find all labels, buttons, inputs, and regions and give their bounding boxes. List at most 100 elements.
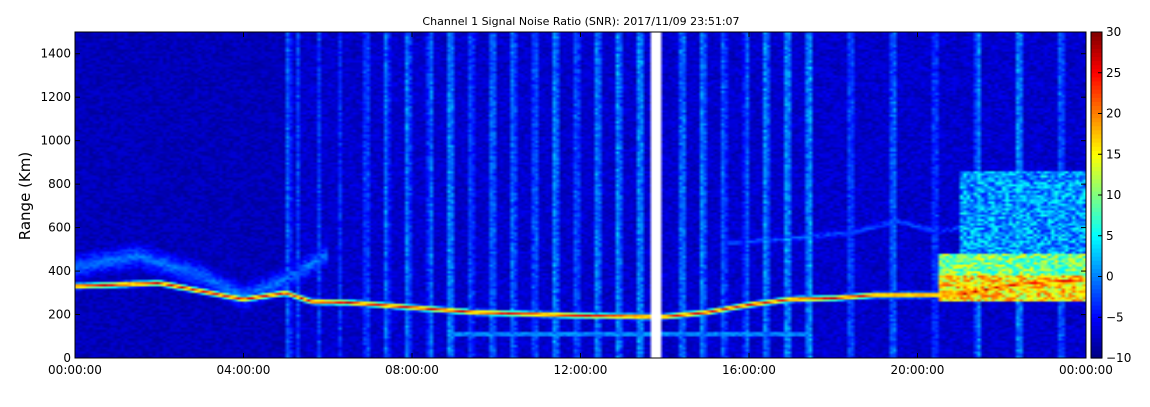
colorbar-segment (1091, 329, 1102, 335)
colorbar-segment (1091, 309, 1102, 314)
y-axis-label: Range (Km) (16, 152, 34, 240)
colorbar-segment (1091, 117, 1102, 123)
heatmap-plot (74, 31, 1087, 359)
colorbar-segment (1091, 215, 1102, 221)
colorbar-segment (1091, 268, 1102, 274)
colorbar-segment (1091, 252, 1102, 257)
colorbar-segment (1091, 292, 1102, 298)
colorbar-segment (1091, 305, 1102, 310)
colorbar-segment (1091, 353, 1102, 359)
x-tick-label: 08:00:00 (385, 363, 439, 377)
y-tick-label: 600 (48, 221, 71, 235)
colorbar-segment (1091, 101, 1102, 106)
colorbar-segment (1091, 260, 1102, 265)
colorbar-segment (1091, 60, 1102, 66)
colorbar-segment (1091, 52, 1102, 58)
colorbar-segment (1091, 105, 1102, 111)
y-tick-label: 400 (48, 264, 71, 278)
colorbar-segment (1091, 89, 1102, 94)
colorbar-tick-label: 0 (1106, 270, 1114, 284)
colorbar-segment (1091, 158, 1102, 163)
colorbar-segment (1091, 80, 1102, 86)
colorbar-segment (1091, 280, 1102, 286)
x-tick-label: 16:00:00 (722, 363, 776, 377)
colorbar-segment (1091, 317, 1102, 322)
colorbar-tick-label: −10 (1106, 351, 1131, 365)
x-tick-label: 00:00:00 (48, 363, 102, 377)
colorbar-segment (1091, 203, 1102, 208)
colorbar-segment (1091, 40, 1102, 45)
colorbar-tick-label: 10 (1106, 188, 1121, 202)
colorbar: −10 −5 0 5 10 15 20 25 30 (1090, 25, 1131, 365)
colorbar-tick-label: 20 (1106, 107, 1121, 121)
colorbar-segment (1091, 170, 1102, 176)
x-tick-label: 20:00:00 (891, 363, 945, 377)
colorbar-segment (1091, 300, 1102, 306)
y-axis: 0 200 400 600 800 1000 1200 1400 (40, 47, 1086, 365)
colorbar-segment (1091, 195, 1102, 200)
x-axis: 00:00:00 04:00:00 08:00:00 12:00:00 16:00:00… (48, 32, 1113, 377)
colorbar-segment (1091, 68, 1102, 74)
colorbar-segment (1091, 333, 1102, 339)
colorbar-segment (1091, 199, 1102, 204)
colorbar-segment (1091, 239, 1102, 245)
colorbar-segment (1091, 129, 1102, 135)
x-tick-label: 00:00:00 (1059, 363, 1113, 377)
y-tick-label: 800 (48, 177, 71, 191)
colorbar-segment (1091, 227, 1102, 233)
colorbar-segment (1091, 166, 1102, 172)
x-tick-label: 04:00:00 (217, 363, 271, 377)
colorbar-segment (1091, 154, 1102, 159)
colorbar-segment (1091, 174, 1102, 180)
colorbar-segment (1091, 272, 1102, 278)
colorbar-segment (1091, 84, 1102, 90)
colorbar-segment (1091, 231, 1102, 237)
y-tick-label: 1000 (40, 134, 71, 148)
colorbar-segment (1091, 133, 1102, 139)
colorbar-segment (1091, 142, 1102, 147)
colorbar-segment (1091, 125, 1102, 131)
colorbar-segment (1091, 190, 1102, 196)
y-tick-label: 200 (48, 308, 71, 322)
colorbar-segment (1091, 109, 1102, 115)
colorbar-segment (1091, 296, 1102, 302)
heatmap-image (75, 32, 1086, 358)
colorbar-segment (1091, 93, 1102, 98)
colorbar-segment (1091, 276, 1102, 282)
colorbar-segment (1091, 341, 1102, 347)
colorbar-segment (1091, 313, 1102, 318)
colorbar-segment (1091, 345, 1102, 351)
colorbar-segment (1091, 211, 1102, 216)
colorbar-segment (1091, 321, 1102, 326)
colorbar-segment (1091, 36, 1102, 41)
colorbar-segment (1091, 44, 1102, 49)
colorbar-segment (1091, 256, 1102, 261)
colorbar-segment (1091, 284, 1102, 290)
colorbar-segment (1091, 223, 1102, 229)
colorbar-tick-label: 25 (1106, 66, 1121, 80)
y-tick-label: 0 (63, 351, 71, 365)
x-tick-label: 12:00:00 (554, 363, 608, 377)
colorbar-segment (1091, 235, 1102, 241)
colorbar-segment (1091, 48, 1102, 53)
colorbar-segment (1091, 32, 1102, 37)
colorbar-segment (1091, 337, 1102, 343)
y-tick-label: 1200 (40, 90, 71, 104)
colorbar-segment (1091, 121, 1102, 127)
colorbar-segment (1091, 207, 1102, 212)
colorbar-segment (1091, 150, 1102, 155)
colorbar-segment (1091, 219, 1102, 225)
colorbar-tick-label: 5 (1106, 229, 1114, 243)
colorbar-segment (1091, 325, 1102, 331)
y-tick-label: 1400 (40, 47, 71, 61)
colorbar-segment (1091, 182, 1102, 188)
colorbar-tick-label: 30 (1106, 25, 1121, 39)
colorbar-tick-label: −5 (1106, 310, 1124, 324)
colorbar-segment (1091, 243, 1102, 249)
colorbar-segment (1091, 76, 1102, 82)
colorbar-segment (1091, 137, 1102, 143)
colorbar-segment (1091, 162, 1102, 168)
colorbar-tick-label: 15 (1106, 147, 1121, 161)
colorbar-segment (1091, 186, 1102, 192)
